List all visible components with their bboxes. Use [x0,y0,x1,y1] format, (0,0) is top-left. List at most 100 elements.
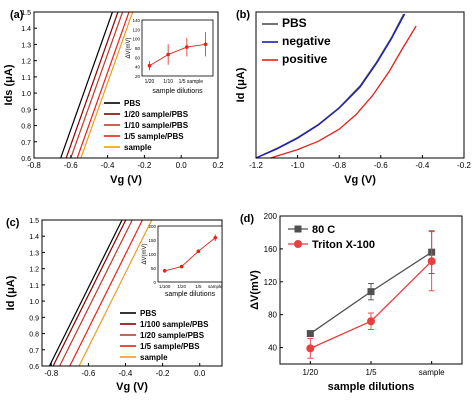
y-tick-label: 0.8 [29,332,39,339]
legend-label: 80 C [312,224,335,236]
panel-label: (b) [236,9,250,21]
x-tick-label: sample [419,368,445,377]
y-axis-label: Ids (μA) [3,64,15,105]
inset-y-tick-label: 50 [151,266,157,271]
inset-y-tick-label: 100 [148,252,156,257]
legend-label: positive [282,52,328,66]
x-axis-label: Vg (V) [344,174,376,186]
inset-point [179,264,184,269]
inset-x-label: sample dilutions [165,291,216,298]
x-axis-label: Vg (V) [110,174,142,186]
inset-x-tick-label: 1/5 sample [179,79,204,85]
inset-x-tick-label: 1/20 [145,79,155,85]
x-axis-label: Vg (V) [116,381,148,393]
inset-point [203,42,208,47]
y-tick-label: 1.0 [21,91,31,98]
inset-point [213,235,218,240]
inset-x-tick-label: 1/5 [195,284,202,289]
inset-point [166,52,170,57]
legend-label: Triton X-100 [312,239,375,251]
legend-marker [294,240,302,248]
series-line-3 [69,220,143,366]
legend-label: negative [282,34,331,48]
legend-label: 1/100 sample/PBS [140,320,209,329]
y-tick-label: 1.2 [21,59,31,66]
x-tick-label: -0.2 [457,161,471,170]
series-line-4 [80,12,134,158]
series-line-0 [48,220,123,366]
y-tick-label: 0.6 [21,156,31,163]
legend-label: 1/5 sample/PBS [140,342,200,351]
plot-frame-c [41,219,223,367]
series-line-3 [76,12,130,158]
y-tick-label: 0.9 [29,315,39,322]
y-tick-label: 1.2 [29,267,39,274]
data-point-square [306,330,314,338]
panel-label: (c) [6,217,20,229]
series-line-4 [78,220,153,366]
x-tick-label: -0.6 [374,161,388,170]
y-tick-label: 1.4 [29,234,39,241]
plot-frame-d [279,215,463,365]
inset-y-tick-label: 100 [132,37,140,42]
plot-frame-a [33,11,219,159]
x-tick-label: 0.2 [212,161,224,170]
inset-y-tick-label: 150 [148,238,156,243]
inset-x-tick-label: sample [208,284,223,289]
y-tick-label: 160 [264,245,278,254]
series-line-2 [270,25,417,159]
inset-y-label: ΔV(mV) [142,243,148,264]
y-tick-label: 0.6 [29,364,39,371]
y-tick-label: 1.3 [29,250,39,257]
inset-y-tick-label: 60 [135,55,141,60]
x-tick-label: -0.4 [416,161,430,170]
x-tick-label: -1.2 [249,161,263,170]
inset-y-tick-label: 200 [148,224,156,229]
x-tick-label: -0.2 [156,369,170,378]
data-point-circle [306,344,315,353]
legend-marker [294,225,302,233]
inset-x-tick-label: 1/20 [177,284,186,289]
legend-label: sample [124,143,152,152]
inset-y-tick-label: 20 [135,74,141,79]
inset-y-tick-label: 0 [153,280,156,285]
y-tick-label: 1.5 [21,10,31,17]
series-line-1 [52,220,127,366]
series-line-2 [70,12,124,158]
panel-label: (d) [240,213,254,225]
y-tick-label: 1.3 [21,42,31,49]
x-tick-label: 1/20 [303,368,319,377]
x-axis-label: sample dilutions [328,381,415,393]
x-tick-label: -0.6 [64,161,78,170]
inset-frame-c [157,225,223,283]
y-tick-label: 120 [264,278,278,287]
y-tick-label: 0.8 [21,124,31,131]
y-tick-label: 0.7 [21,140,31,147]
inset-frame-a [141,19,214,77]
y-tick-label: 1.1 [21,75,31,82]
x-tick-label: -0.4 [101,161,115,170]
x-tick-label: -0.8 [44,369,58,378]
y-tick-label: 0.9 [21,107,31,114]
legend-label: sample [140,353,168,362]
y-tick-label: 40 [268,344,277,353]
series-line-0 [60,12,113,158]
inset-point [196,249,201,253]
legend-label: 1/20 sample/PBS [124,110,189,119]
y-tick-label: 200 [264,212,278,221]
inset-y-tick-label: 140 [132,18,140,23]
data-point-circle [367,317,375,326]
legend-label: PBS [140,309,157,318]
y-tick-label: 1.1 [29,283,39,290]
plot-frame-b [255,11,465,159]
y-tick-label: 1.4 [21,26,31,33]
y-axis-label: ΔV(mV) [249,270,261,310]
inset-point [185,45,189,49]
legend-label: 1/10 sample/PBS [124,121,189,130]
x-tick-label: -0.6 [81,369,95,378]
legend-label: PBS [124,99,141,108]
x-tick-label: 0.0 [194,369,206,378]
series-line-2 [59,220,133,366]
panel-label: (a) [10,9,24,21]
